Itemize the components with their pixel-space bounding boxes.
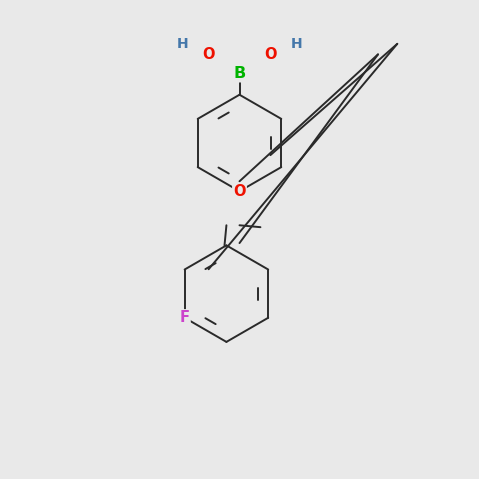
Text: H: H xyxy=(177,37,188,51)
Text: F: F xyxy=(180,310,190,325)
Text: O: O xyxy=(264,47,277,62)
Text: O: O xyxy=(202,47,215,62)
Text: O: O xyxy=(233,184,246,199)
Text: H: H xyxy=(291,37,302,51)
Text: B: B xyxy=(233,66,246,81)
